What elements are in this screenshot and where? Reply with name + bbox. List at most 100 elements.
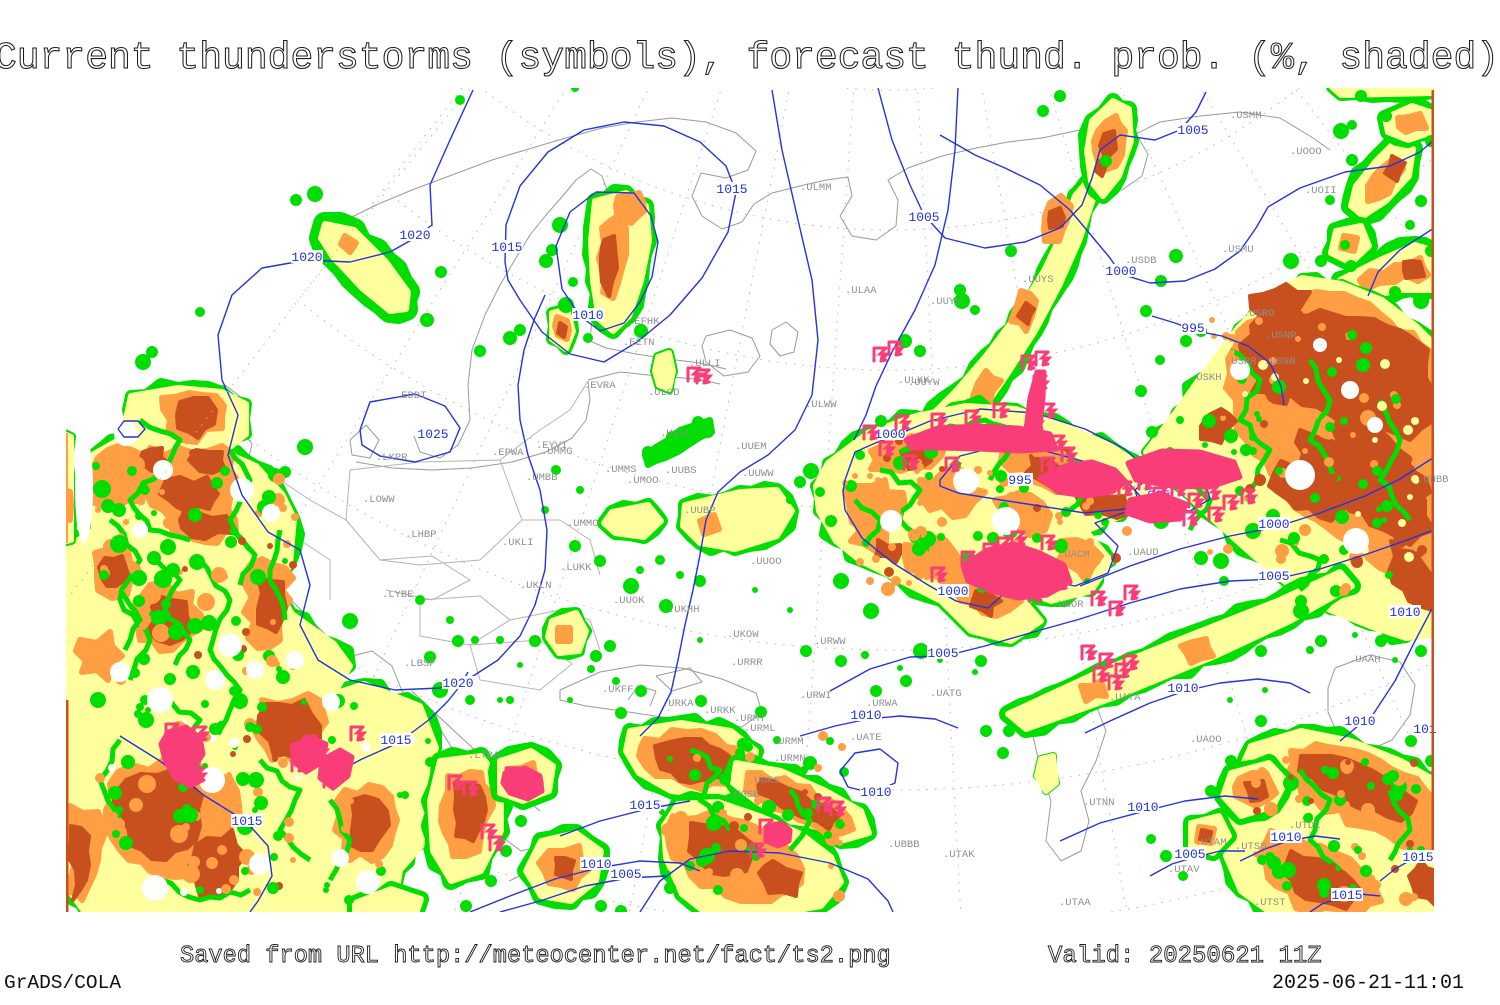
svg-text:.UKLN: .UKLN xyxy=(520,580,552,592)
svg-text:1010: 1010 xyxy=(1167,681,1198,696)
svg-text:.UUYS: .UUYS xyxy=(1022,274,1054,286)
svg-text:GrADS/COLA: GrADS/COLA xyxy=(4,972,121,994)
svg-text:.UAUD: .UAUD xyxy=(1127,547,1159,559)
svg-text:.ULOD: .ULOD xyxy=(648,387,680,399)
svg-text:.USNR: .USNR xyxy=(1265,330,1297,342)
svg-text:1020: 1020 xyxy=(291,250,322,265)
svg-text:.URML: .URML xyxy=(744,723,776,735)
svg-text:1015: 1015 xyxy=(716,182,747,197)
svg-text:1010: 1010 xyxy=(1127,800,1158,815)
svg-text:.USRR: .USRR xyxy=(1225,356,1257,368)
svg-text:.LKPR: .LKPR xyxy=(376,452,408,464)
svg-text:.USDB: .USDB xyxy=(1125,255,1157,267)
svg-text:.ULMM: .ULMM xyxy=(800,182,832,194)
svg-text:.UGKS: .UGKS xyxy=(748,775,780,787)
svg-text:1015: 1015 xyxy=(491,240,522,255)
svg-text:.USMU: .USMU xyxy=(1222,244,1254,256)
svg-text:.UGSB: .UGSB xyxy=(728,789,760,801)
svg-text:.ULLI: .ULLI xyxy=(689,358,721,370)
svg-text:.UUOK: .UUOK xyxy=(613,595,645,607)
svg-text:.URKK: .URKK xyxy=(704,705,736,717)
svg-text:.URWA: .URWA xyxy=(866,698,898,710)
svg-text:995: 995 xyxy=(1181,321,1204,336)
svg-text:.UMMO: .UMMO xyxy=(567,518,599,530)
svg-text:.UMMS: .UMMS xyxy=(605,464,637,476)
svg-text:.UOOO: .UOOO xyxy=(1290,146,1322,158)
svg-text:.UATA: .UATA xyxy=(1109,692,1141,704)
svg-text:.UOII: .UOII xyxy=(1305,185,1337,197)
svg-text:.URWW: .URWW xyxy=(814,636,846,648)
svg-text:1015: 1015 xyxy=(1331,888,1362,903)
svg-text:1015: 1015 xyxy=(629,798,660,813)
svg-text:1005: 1005 xyxy=(1177,123,1208,138)
svg-text:.UACM: .UACM xyxy=(1058,549,1090,561)
svg-text:Valid: 20250621 11Z: Valid: 20250621 11Z xyxy=(1048,943,1322,970)
svg-text:.LUKK: .LUKK xyxy=(560,562,592,574)
svg-text:.URRR: .URRR xyxy=(731,657,763,669)
svg-text:1025: 1025 xyxy=(417,427,448,442)
svg-text:.UTNN: .UTNN xyxy=(1083,797,1115,809)
svg-text:2025-06-21-11:01: 2025-06-21-11:01 xyxy=(1272,972,1464,995)
svg-text:.URMN: .URMN xyxy=(774,753,806,765)
svg-text:1010: 1010 xyxy=(580,857,611,872)
svg-text:1000: 1000 xyxy=(1105,264,1136,279)
svg-text:Saved from URL http://meteocen: Saved from URL http://meteocenter.net/fa… xyxy=(180,943,891,970)
svg-text:.USNN: .USNN xyxy=(1264,356,1296,368)
svg-text:Current thunderstorms (symbols: Current thunderstorms (symbols), forecas… xyxy=(0,37,1499,80)
svg-text:.UMMG: .UMMG xyxy=(541,446,573,458)
svg-text:.UUEM: .UUEM xyxy=(735,441,767,453)
svg-text:.ULWW: .ULWW xyxy=(805,399,837,411)
svg-text:.UAAH: .UAAH xyxy=(1349,654,1381,666)
svg-text:.UAOO: .UAOO xyxy=(1190,734,1222,746)
svg-text:1010: 1010 xyxy=(1344,714,1375,729)
svg-text:1005: 1005 xyxy=(1174,847,1205,862)
svg-text:1000: 1000 xyxy=(937,584,968,599)
svg-text:1000: 1000 xyxy=(874,427,905,442)
svg-text:.UTST: .UTST xyxy=(1254,897,1286,909)
svg-text:.USKH: .USKH xyxy=(1190,372,1222,384)
svg-text:.UTAA: .UTAA xyxy=(1059,897,1091,909)
svg-text:.LOWW: .LOWW xyxy=(363,494,395,506)
svg-text:.UUYW: .UUYW xyxy=(908,377,940,389)
svg-text:.UTAM: .UTAM xyxy=(1195,837,1227,849)
svg-text:.UMOO: .UMOO xyxy=(627,475,659,487)
svg-text:.LHBP: .LHBP xyxy=(405,529,437,541)
svg-text:.URMT: .URMT xyxy=(734,713,766,725)
svg-text:.URWI: .URWI xyxy=(800,690,832,702)
svg-text:.ULOL: .ULOL xyxy=(660,428,692,440)
svg-text:.UKHH: .UKHH xyxy=(668,604,700,616)
svg-text:.UUBP: .UUBP xyxy=(684,505,716,517)
svg-text:.EVRA: .EVRA xyxy=(584,380,616,392)
svg-text:1005: 1005 xyxy=(610,867,641,882)
svg-text:.UKFF: .UKFF xyxy=(602,684,634,696)
svg-text:.UKOW: .UKOW xyxy=(727,629,759,641)
svg-text:.USRO: .USRO xyxy=(1243,308,1275,320)
svg-text:1020: 1020 xyxy=(442,676,473,691)
svg-text:.ULAA: .ULAA xyxy=(845,285,877,297)
svg-text:1005: 1005 xyxy=(927,646,958,661)
svg-text:.UTAK: .UTAK xyxy=(943,849,975,861)
svg-text:.EDDT: .EDDT xyxy=(395,390,427,402)
svg-text:1000: 1000 xyxy=(1258,517,1289,532)
svg-text:.UWOR: .UWOR xyxy=(1052,599,1084,611)
svg-text:.UTSS: .UTSS xyxy=(1235,841,1267,853)
svg-text:1005: 1005 xyxy=(1258,569,1289,584)
svg-text:.UUOO: .UUOO xyxy=(750,556,782,568)
svg-text:1010: 1010 xyxy=(1389,605,1420,620)
svg-text:101: 101 xyxy=(1413,722,1437,737)
svg-text:1015: 1015 xyxy=(1402,850,1433,865)
svg-text:.URKA: .URKA xyxy=(662,698,694,710)
svg-text:.UMBB: .UMBB xyxy=(526,472,558,484)
svg-text:.LYBE: .LYBE xyxy=(382,589,414,601)
svg-text:.UATE: .UATE xyxy=(850,732,882,744)
svg-text:1010: 1010 xyxy=(572,308,603,323)
svg-text:.UTDL: .UTDL xyxy=(1289,820,1321,832)
svg-text:.USMM: .USMM xyxy=(1230,110,1262,122)
svg-text:1010: 1010 xyxy=(850,708,881,723)
svg-text:.EFHK: .EFHK xyxy=(628,316,660,328)
svg-text:.LBSF: .LBSF xyxy=(404,658,436,670)
svg-text:1010: 1010 xyxy=(860,785,891,800)
svg-text:.LTBA: .LTBA xyxy=(468,750,500,762)
svg-text:.UBBB: .UBBB xyxy=(888,839,920,851)
svg-text:.EETN: .EETN xyxy=(623,337,655,349)
